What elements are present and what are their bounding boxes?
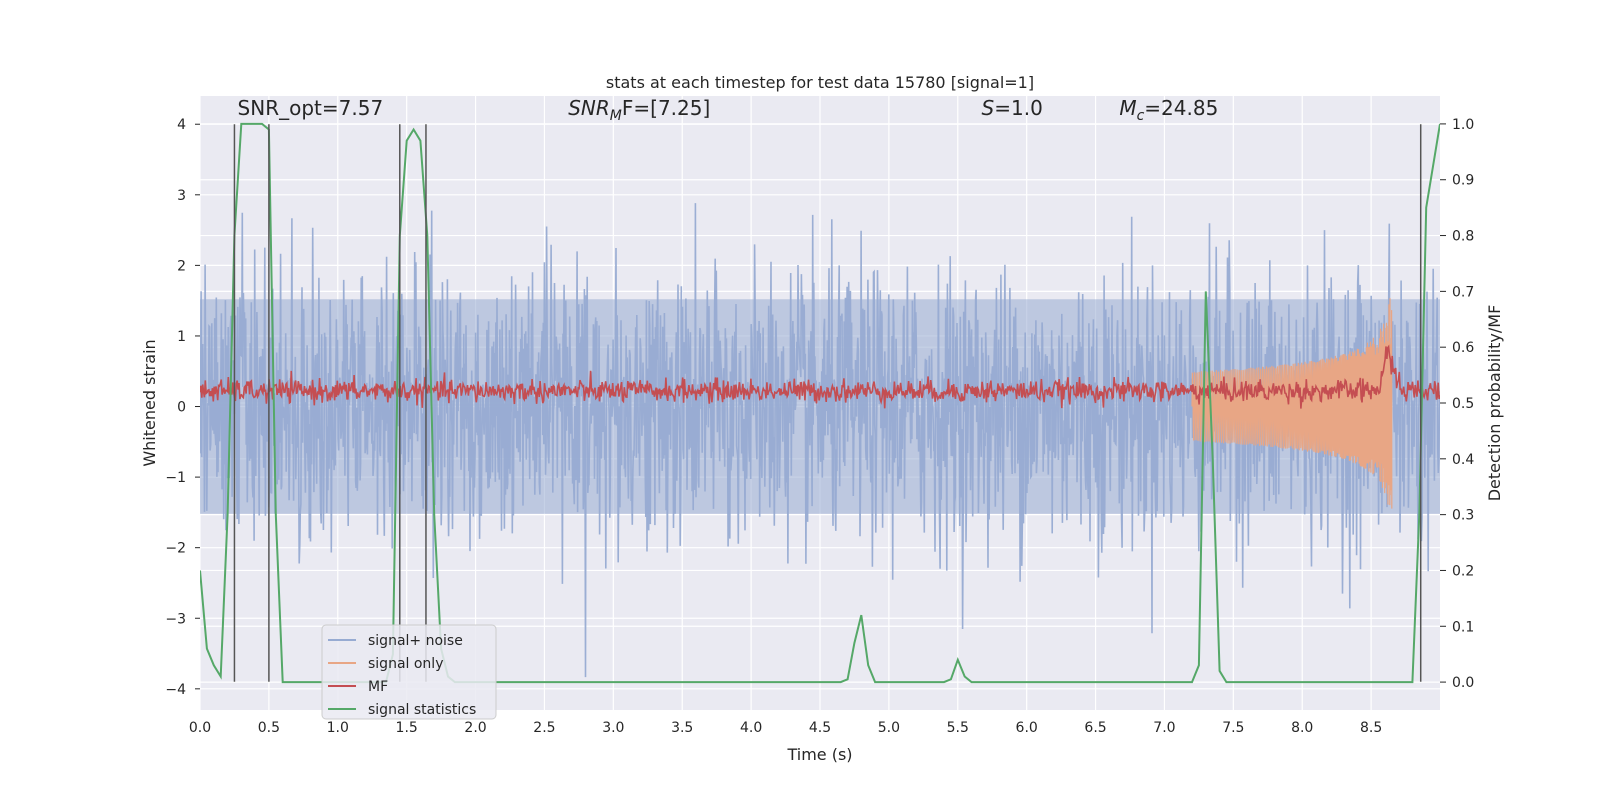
series-mf bbox=[200, 344, 1440, 409]
annotations: SNR_opt=7.57 SNRMF=[7.25] S=1.0 Mc=24.85 bbox=[238, 96, 1219, 124]
x-tick-label: 6.0 bbox=[1016, 720, 1038, 736]
x-tick-label: 2.0 bbox=[464, 720, 486, 736]
x-tick-label: 8.5 bbox=[1360, 720, 1382, 736]
y-tick-label-right: 0.4 bbox=[1452, 452, 1474, 468]
y-tick-label-left: 0 bbox=[177, 400, 186, 416]
legend-label: signal+ noise bbox=[368, 633, 463, 649]
x-tick-label: 2.5 bbox=[533, 720, 555, 736]
x-tick-label: 8.0 bbox=[1291, 720, 1313, 736]
legend-label: signal statistics bbox=[368, 702, 476, 718]
annotation-2: SNRMF=[7.25] bbox=[568, 96, 710, 124]
y-tick-label-left: 2 bbox=[177, 258, 186, 274]
x-axis-label: Time (s) bbox=[786, 745, 852, 764]
y-tick-label-right: 0.0 bbox=[1452, 675, 1474, 691]
x-tick-label: 7.0 bbox=[1153, 720, 1175, 736]
y-tick-label-right: 0.3 bbox=[1452, 508, 1474, 524]
y-tick-label-right: 0.2 bbox=[1452, 563, 1474, 579]
y-tick-label-left: 1 bbox=[177, 329, 186, 345]
x-tick-label: 3.0 bbox=[602, 720, 624, 736]
ticks: 0.0 0.5 1.0 1.5 2.0 2.5 3.0 3.5 4.0 4.5 5.0 5.5 6.0 6… bbox=[165, 117, 1474, 736]
y-tick-label-right: 0.6 bbox=[1452, 340, 1474, 356]
y-tick-label-right: 0.9 bbox=[1452, 173, 1474, 189]
x-tick-label: 4.5 bbox=[809, 720, 831, 736]
x-tick-label: 0.5 bbox=[258, 720, 280, 736]
y-tick-label-right: 0.7 bbox=[1452, 284, 1474, 300]
x-tick-label: 4.0 bbox=[740, 720, 762, 736]
x-tick-label: 1.5 bbox=[396, 720, 418, 736]
x-tick-label: 0.0 bbox=[189, 720, 211, 736]
x-tick-label: 7.5 bbox=[1222, 720, 1244, 736]
y-tick-label-left: 3 bbox=[177, 188, 186, 204]
chart-title: stats at each timestep for test data 157… bbox=[606, 73, 1034, 92]
x-tick-label: 1.0 bbox=[327, 720, 349, 736]
legend-label: MF bbox=[368, 679, 388, 695]
y-tick-label-right: 1.0 bbox=[1452, 117, 1474, 133]
annotation-3: S=1.0 bbox=[982, 96, 1043, 120]
x-tick-label: 5.0 bbox=[878, 720, 900, 736]
y-tick-label-right: 0.5 bbox=[1452, 396, 1474, 412]
legend: signal+ noise signal only MF signal statist… bbox=[321, 624, 497, 720]
y-axis-label-right: Detection probability/MF bbox=[1485, 305, 1504, 502]
legend-box bbox=[321, 624, 497, 720]
x-tick-label: 5.5 bbox=[947, 720, 969, 736]
y-tick-label-left: 4 bbox=[177, 117, 186, 133]
y-tick-label-left: −4 bbox=[165, 682, 186, 698]
vertical-markers bbox=[233, 124, 1422, 682]
annotation-4: Mc=24.85 bbox=[1119, 96, 1218, 124]
annotation-1: SNR_opt=7.57 bbox=[238, 96, 384, 120]
y-tick-label-left: −3 bbox=[165, 611, 186, 627]
y-tick-label-left: −2 bbox=[165, 541, 186, 557]
y-tick-label-right: 0.1 bbox=[1452, 619, 1474, 635]
x-tick-label: 6.5 bbox=[1084, 720, 1106, 736]
legend-label: signal only bbox=[368, 656, 443, 672]
y-axis-label-left: Whitened strain bbox=[140, 339, 159, 466]
y-tick-label-left: −1 bbox=[165, 470, 186, 486]
y-tick-label-right: 0.8 bbox=[1452, 229, 1474, 245]
x-tick-label: 3.5 bbox=[671, 720, 693, 736]
